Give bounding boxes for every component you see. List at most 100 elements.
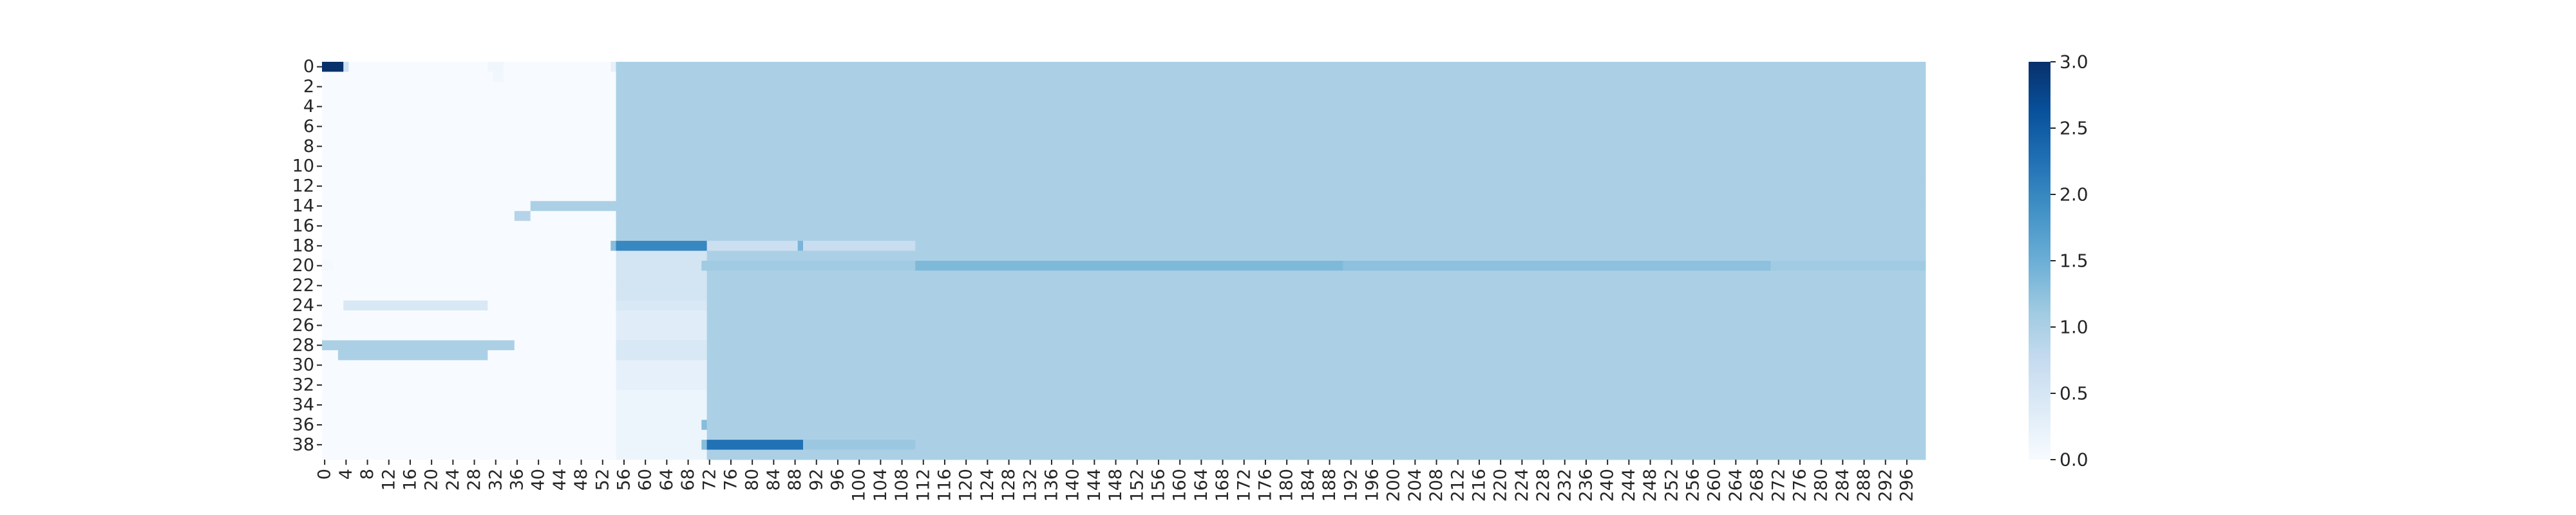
- x-tick-label: 180: [1277, 469, 1297, 502]
- x-tick-label: 288: [1854, 469, 1874, 502]
- heatmap-cell-run: [322, 440, 616, 450]
- heatmap-cell-run: [701, 440, 707, 450]
- heatmap-cell-run: [706, 350, 1926, 360]
- heatmap-cell-run: [322, 270, 616, 281]
- x-tick-label: 8: [357, 469, 377, 480]
- y-tick-label: 34: [292, 395, 314, 415]
- heatmap-cell-run: [706, 290, 1926, 301]
- x-tick-label: 260: [1705, 469, 1725, 502]
- colorbar-tick-label: 2.5: [2060, 118, 2088, 139]
- x-tick-label: 228: [1533, 469, 1553, 502]
- heatmap-cell-run: [611, 62, 616, 72]
- x-tick-label: 268: [1747, 469, 1767, 502]
- y-tick-label: 32: [292, 375, 314, 395]
- heatmap-cell-run: [706, 440, 804, 450]
- heatmap-cell-run: [504, 71, 616, 82]
- heatmap-cell-run: [322, 221, 616, 232]
- x-tick-label: 120: [956, 469, 976, 502]
- y-tick-label: 12: [292, 176, 314, 196]
- colorbar-tick-label: 2.0: [2060, 184, 2088, 205]
- heatmap-cell-run: [616, 370, 707, 380]
- x-tick-label: 12: [379, 469, 399, 491]
- x-tick-label: 280: [1812, 469, 1832, 502]
- heatmap-cell-run: [616, 270, 707, 281]
- heatmap-cell-run: [616, 300, 707, 311]
- x-tick-label: 4: [336, 469, 356, 480]
- x-tick-label: 160: [1170, 469, 1190, 502]
- heatmap-cell-run: [493, 71, 504, 82]
- heatmap-cell-run: [616, 230, 1926, 241]
- heatmap-cell-run: [530, 211, 616, 221]
- heatmap-cell-run: [803, 440, 916, 450]
- colorbar: 0.0 0.5 1.0 1.5 2.0 2.5 3.0: [2029, 52, 2088, 471]
- y-tick-label: 18: [292, 236, 314, 256]
- x-tick-label: 296: [1897, 469, 1917, 502]
- x-tick-label: 208: [1426, 469, 1446, 502]
- x-tick-label: 32: [486, 469, 506, 491]
- heatmap-cell-run: [616, 380, 707, 391]
- heatmap-cell-run: [616, 409, 707, 420]
- heatmap-cell-run: [322, 350, 339, 360]
- x-tick-label: 248: [1640, 469, 1660, 502]
- colorbar-tick-label: 1.0: [2060, 317, 2088, 338]
- x-tick-label: 192: [1341, 469, 1361, 502]
- y-tick-label: 38: [292, 435, 314, 454]
- heatmap-cell-run: [616, 261, 702, 271]
- colorbar-tick-label: 0.0: [2060, 449, 2088, 471]
- y-tick-label: 14: [292, 196, 314, 216]
- heatmap-cell-run: [706, 360, 1926, 371]
- x-tick-label: 156: [1148, 469, 1168, 502]
- x-tick-label: 132: [1020, 469, 1040, 502]
- heatmap-cell-run: [322, 320, 616, 331]
- x-tick-label: 176: [1255, 469, 1275, 502]
- heatmap-cell-run: [322, 151, 616, 162]
- heatmap-cell-run: [1770, 261, 1926, 271]
- heatmap-cell-run: [488, 350, 616, 360]
- heatmap-cell-run: [706, 389, 1926, 400]
- heatmap-cell-run: [322, 121, 616, 132]
- y-tick-label: 4: [303, 97, 314, 117]
- x-tick-label: 44: [550, 469, 570, 491]
- heatmap-cell-run: [322, 161, 616, 172]
- heatmap-cell-run: [322, 429, 616, 440]
- heatmap-cell-run: [504, 62, 611, 72]
- colorbar-tick-label: 1.5: [2060, 250, 2088, 272]
- y-tick-label: 10: [292, 156, 314, 176]
- x-tick-label: 244: [1619, 469, 1639, 502]
- x-tick-label: 292: [1875, 469, 1895, 502]
- heatmap-cell-run: [616, 171, 1926, 182]
- heatmap-cell-run: [706, 449, 1926, 460]
- x-tick-label: 164: [1191, 469, 1211, 502]
- heatmap-cell-run: [322, 201, 531, 212]
- x-tick-label: 104: [871, 469, 891, 502]
- heatmap-cell-run: [616, 151, 1926, 162]
- x-tick-label: 284: [1833, 469, 1853, 502]
- heatmap-cell-run: [616, 81, 1926, 92]
- x-tick-label: 148: [1106, 469, 1126, 502]
- x-tick-label: 140: [1063, 469, 1083, 502]
- x-tick-label: 184: [1298, 469, 1318, 502]
- heatmap-cell-run: [797, 241, 804, 251]
- x-tick-label: 168: [1213, 469, 1233, 502]
- heatmap-cell-run: [616, 440, 702, 450]
- heatmap-cell-run: [616, 290, 707, 301]
- x-tick-label: 100: [849, 469, 869, 502]
- heatmap-cell-run: [514, 211, 531, 221]
- x-tick-label: 20: [422, 469, 442, 491]
- heatmap-cell-run: [616, 141, 1926, 152]
- colorbar-tick-label: 3.0: [2060, 52, 2088, 73]
- heatmap-cell-run: [706, 300, 1926, 311]
- x-tick-label: 40: [529, 469, 549, 491]
- y-tick-label: 2: [303, 77, 314, 97]
- heatmap-cell-run: [706, 420, 1926, 431]
- heatmap-cell-run: [706, 330, 1926, 341]
- heatmap-cell-run: [611, 241, 616, 251]
- heatmap-cell-run: [343, 62, 349, 72]
- x-tick-label: 64: [657, 469, 677, 491]
- x-tick-label: 76: [721, 469, 741, 491]
- heatmap-cell-run: [514, 340, 616, 351]
- x-tick-label: 136: [1041, 469, 1061, 502]
- x-tick-label: 152: [1127, 469, 1147, 502]
